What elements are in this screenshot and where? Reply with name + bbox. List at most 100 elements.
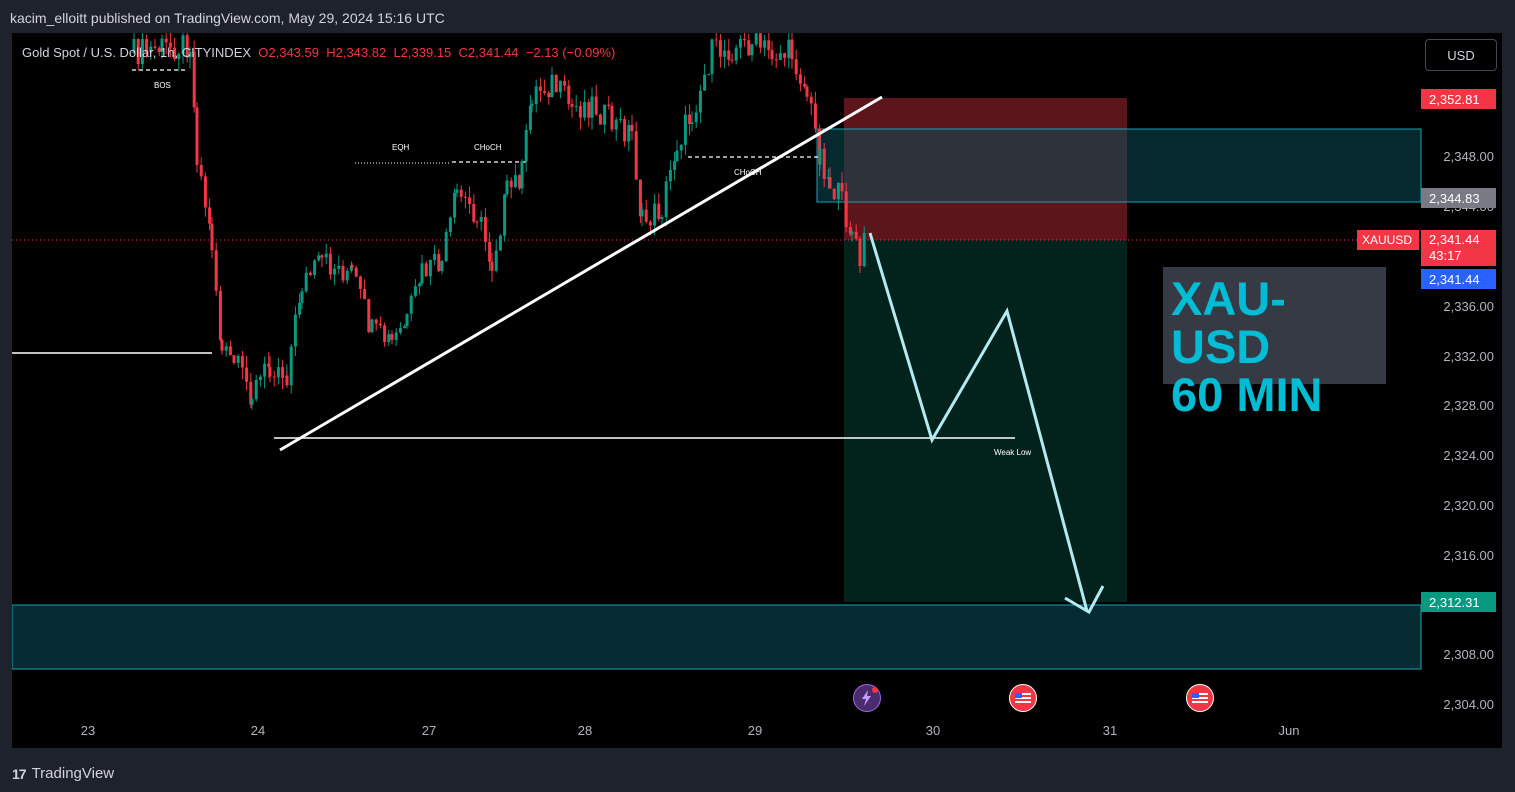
date-axis-label: 23 bbox=[80, 723, 96, 738]
candle-body bbox=[199, 164, 203, 177]
candle-body bbox=[192, 51, 196, 108]
candle-body bbox=[308, 272, 312, 275]
candle-body bbox=[370, 319, 374, 333]
us-flag-event-icon[interactable] bbox=[1186, 684, 1214, 712]
candle-body bbox=[390, 334, 394, 340]
candle-body bbox=[276, 367, 280, 378]
candle-body bbox=[734, 47, 738, 61]
us-flag-icon bbox=[1192, 693, 1208, 703]
candle-body bbox=[723, 50, 727, 57]
candle-body bbox=[554, 74, 558, 93]
trendline bbox=[279, 95, 883, 452]
candle-body bbox=[634, 131, 638, 180]
candle-body bbox=[324, 253, 328, 258]
candle-body bbox=[494, 250, 498, 271]
candle-body bbox=[281, 367, 285, 378]
projection-arrowhead bbox=[1064, 585, 1105, 615]
candlesticks bbox=[132, 33, 866, 410]
chart-panel[interactable]: Gold Spot / U.S. Dollar, 1h, CITYINDEX O… bbox=[12, 33, 1502, 748]
candle-body bbox=[743, 38, 747, 41]
candle-body bbox=[520, 161, 524, 189]
us-flag-event-icon[interactable] bbox=[1009, 684, 1037, 712]
candle-body bbox=[638, 179, 642, 217]
candle-body bbox=[479, 216, 483, 222]
candle-body bbox=[320, 255, 324, 258]
candle-body bbox=[688, 114, 692, 125]
candle-body bbox=[263, 363, 267, 377]
candle-body bbox=[498, 235, 502, 251]
date-axis-label: 29 bbox=[747, 723, 763, 738]
price-axis-label: 2,304.00 bbox=[1443, 697, 1494, 712]
candle-body bbox=[718, 40, 722, 57]
chart-canvas[interactable] bbox=[12, 33, 1502, 748]
candle-body bbox=[272, 376, 276, 378]
candle-body bbox=[840, 183, 844, 192]
current-price-tag: 2,341.44 43:17 bbox=[1421, 230, 1496, 266]
candle-body bbox=[168, 42, 172, 48]
candle-body bbox=[730, 59, 734, 61]
bos-label: BOS bbox=[154, 81, 171, 90]
target-zone bbox=[844, 240, 1127, 602]
candle-body bbox=[440, 261, 444, 272]
ohlc-legend: Gold Spot / U.S. Dollar, 1h, CITYINDEX O… bbox=[22, 45, 615, 60]
candle-body bbox=[164, 38, 168, 43]
candle-body bbox=[783, 53, 787, 58]
candle-body bbox=[805, 86, 809, 97]
open-value: O2,343.59 bbox=[258, 45, 319, 60]
symbol-tag: XAUUSD bbox=[1357, 230, 1419, 250]
candle-body bbox=[822, 148, 826, 179]
candle-body bbox=[574, 106, 578, 108]
date-axis-label: 28 bbox=[577, 723, 593, 738]
choch-label: CHoCH bbox=[734, 168, 762, 177]
symbol-label[interactable]: Gold Spot / U.S. Dollar, 1h, CITYINDEX bbox=[22, 45, 252, 60]
candle-body bbox=[208, 207, 212, 224]
candle-body bbox=[136, 39, 140, 65]
candle-body bbox=[268, 367, 272, 377]
title-line-1: XAU-USD bbox=[1171, 272, 1286, 373]
candle-body bbox=[240, 356, 244, 368]
candle-body bbox=[420, 263, 424, 284]
candle-body bbox=[289, 346, 293, 386]
candle-body bbox=[836, 183, 840, 200]
candle-body bbox=[403, 326, 407, 329]
candle-body bbox=[218, 290, 222, 340]
candle-body bbox=[224, 346, 228, 351]
candle-body bbox=[149, 46, 153, 53]
candle-body bbox=[463, 196, 467, 198]
candle-body bbox=[313, 260, 317, 275]
candle-body bbox=[607, 104, 611, 106]
candle-body bbox=[195, 107, 199, 165]
candle-body bbox=[459, 189, 463, 197]
low-value: L2,339.15 bbox=[393, 45, 452, 60]
candle-body bbox=[583, 102, 587, 118]
lightning-event-icon[interactable] bbox=[853, 684, 881, 712]
candle-body bbox=[750, 44, 754, 56]
date-axis-label: 31 bbox=[1102, 723, 1118, 738]
footer-brand[interactable]: 17 TradingView bbox=[12, 765, 114, 782]
us-flag-icon bbox=[1015, 693, 1031, 703]
candle-body bbox=[354, 267, 358, 277]
candle-body bbox=[418, 283, 422, 287]
current-price-value: 2,341.44 bbox=[1429, 232, 1480, 247]
candle-body bbox=[258, 376, 262, 380]
candle-body bbox=[858, 238, 862, 267]
candle-body bbox=[513, 175, 517, 188]
currency-button[interactable]: USD bbox=[1425, 39, 1497, 71]
candle-body bbox=[862, 233, 866, 267]
candle-body bbox=[214, 250, 218, 291]
candle-body bbox=[707, 73, 711, 75]
candle-body bbox=[558, 80, 562, 93]
candle-body bbox=[267, 363, 271, 368]
candle-body bbox=[690, 122, 694, 125]
candle-body bbox=[794, 59, 798, 75]
candle-body bbox=[405, 313, 409, 327]
candle-body bbox=[657, 203, 661, 220]
candle-body bbox=[145, 39, 149, 53]
tradingview-logo-icon: 17 bbox=[12, 765, 27, 782]
candle-body bbox=[298, 302, 302, 315]
candle-body bbox=[210, 223, 214, 251]
candle-body bbox=[603, 104, 607, 125]
candle-body bbox=[610, 105, 614, 130]
candle-body bbox=[236, 356, 240, 363]
candle-body bbox=[623, 119, 627, 142]
